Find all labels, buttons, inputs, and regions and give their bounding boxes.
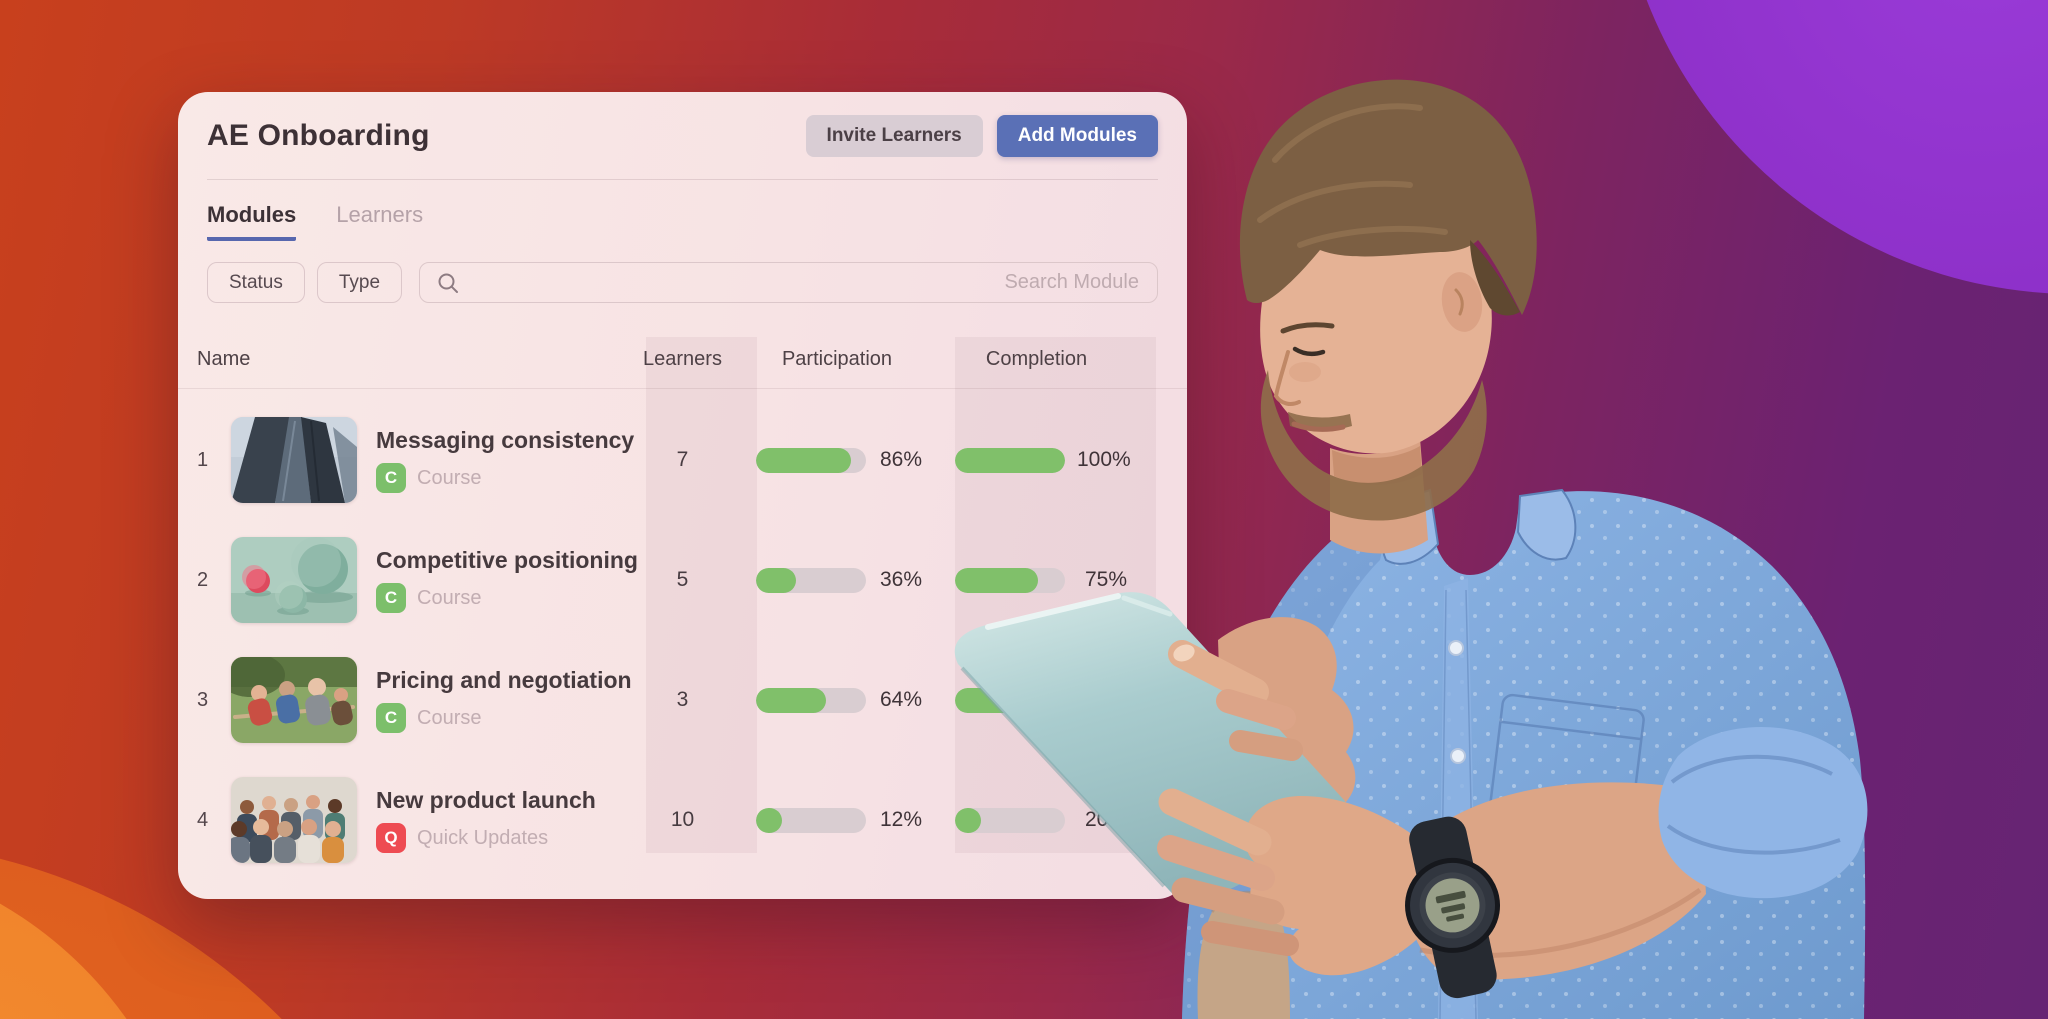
participation-bar: [756, 447, 866, 473]
table-row-competitive-positioning[interactable]: 2: [178, 520, 1187, 640]
tab-bar: Modules Learners: [207, 196, 1158, 246]
module-title: Competitive positioning: [376, 547, 638, 573]
completion-bar: [955, 807, 1065, 833]
search-input[interactable]: [470, 270, 1141, 295]
header-actions: Invite Learners Add Modules: [805, 114, 1158, 157]
table-row-messaging-consistency[interactable]: 1: [178, 400, 1187, 520]
participation-percent: 12%: [879, 808, 922, 831]
tab-modules[interactable]: Modules: [207, 196, 297, 241]
col-header-learners: Learners: [643, 347, 722, 370]
module-thumbnail-tug-of-war: [231, 657, 357, 743]
table-row-pricing-negotiation[interactable]: 3: [178, 640, 1187, 760]
row-index: 4: [197, 808, 209, 831]
module-title: New product launch: [376, 787, 596, 813]
participation-bar: [756, 687, 866, 713]
participation-percent: 64%: [879, 688, 922, 711]
learners-column-stripe: [646, 337, 757, 853]
search-field[interactable]: [419, 262, 1158, 303]
filter-bar: Status Type: [207, 262, 1158, 303]
module-thumbnail-team-photo: [231, 777, 357, 863]
course-badge: C: [376, 463, 406, 493]
tab-learners[interactable]: Learners: [336, 202, 424, 227]
col-header-name: Name: [197, 347, 251, 370]
module-title: Pricing and negotiation: [376, 667, 632, 693]
status-filter-button[interactable]: Status: [207, 262, 305, 303]
learners-count: 7: [676, 448, 689, 471]
row-index: 3: [197, 688, 209, 711]
completion-percent: 75%: [1084, 568, 1127, 591]
search-icon: [438, 273, 459, 293]
module-title: Messaging consistency: [376, 427, 635, 453]
participation-bar: [756, 567, 866, 593]
completion-percent: 100%: [1077, 448, 1131, 471]
learners-count: 10: [670, 808, 695, 831]
learners-count: 3: [676, 688, 689, 711]
add-modules-button[interactable]: Add Modules: [996, 114, 1158, 157]
type-filter-button[interactable]: Type: [316, 262, 403, 303]
completion-bar: [955, 687, 1065, 713]
completion-bar: [955, 567, 1065, 593]
row-index: 2: [197, 568, 209, 591]
table-header-row: Name Learners Participation Completion: [178, 330, 1187, 389]
module-thumbnail-skyscraper: [231, 417, 357, 503]
completion-bar: [955, 447, 1065, 473]
wrist-watch: [1405, 816, 1501, 999]
learners-count: 5: [676, 568, 689, 591]
completion-percent: 20%: [1084, 808, 1127, 831]
course-badge: C: [376, 583, 406, 613]
course-badge: C: [376, 703, 406, 733]
modules-table: Name Learners Participation Completion 1: [178, 330, 1187, 899]
quick-updates-badge: Q: [376, 823, 406, 853]
col-header-completion: Completion: [985, 347, 1088, 370]
lms-panel: AE Onboarding Invite Learners Add Module…: [178, 92, 1187, 899]
table-body: 1: [178, 400, 1187, 880]
module-thumbnail-spheres: [231, 537, 357, 623]
module-type-label: Course: [417, 586, 482, 609]
participation-percent: 86%: [879, 448, 922, 471]
participation-percent: 36%: [879, 568, 922, 591]
row-index: 1: [197, 448, 209, 471]
invite-learners-button[interactable]: Invite Learners: [805, 114, 983, 157]
page-title: AE Onboarding: [207, 118, 430, 152]
decor-circle-purple: [1616, 0, 2048, 294]
panel-header: AE Onboarding Invite Learners Add Module…: [207, 92, 1158, 180]
col-header-participation: Participation: [781, 347, 893, 370]
module-type-label: Course: [417, 466, 482, 489]
participation-bar: [756, 807, 866, 833]
table-row-new-product-launch[interactable]: 4: [178, 760, 1187, 880]
module-type-label: Course: [417, 706, 482, 729]
module-type-label: Quick Updates: [417, 826, 549, 849]
